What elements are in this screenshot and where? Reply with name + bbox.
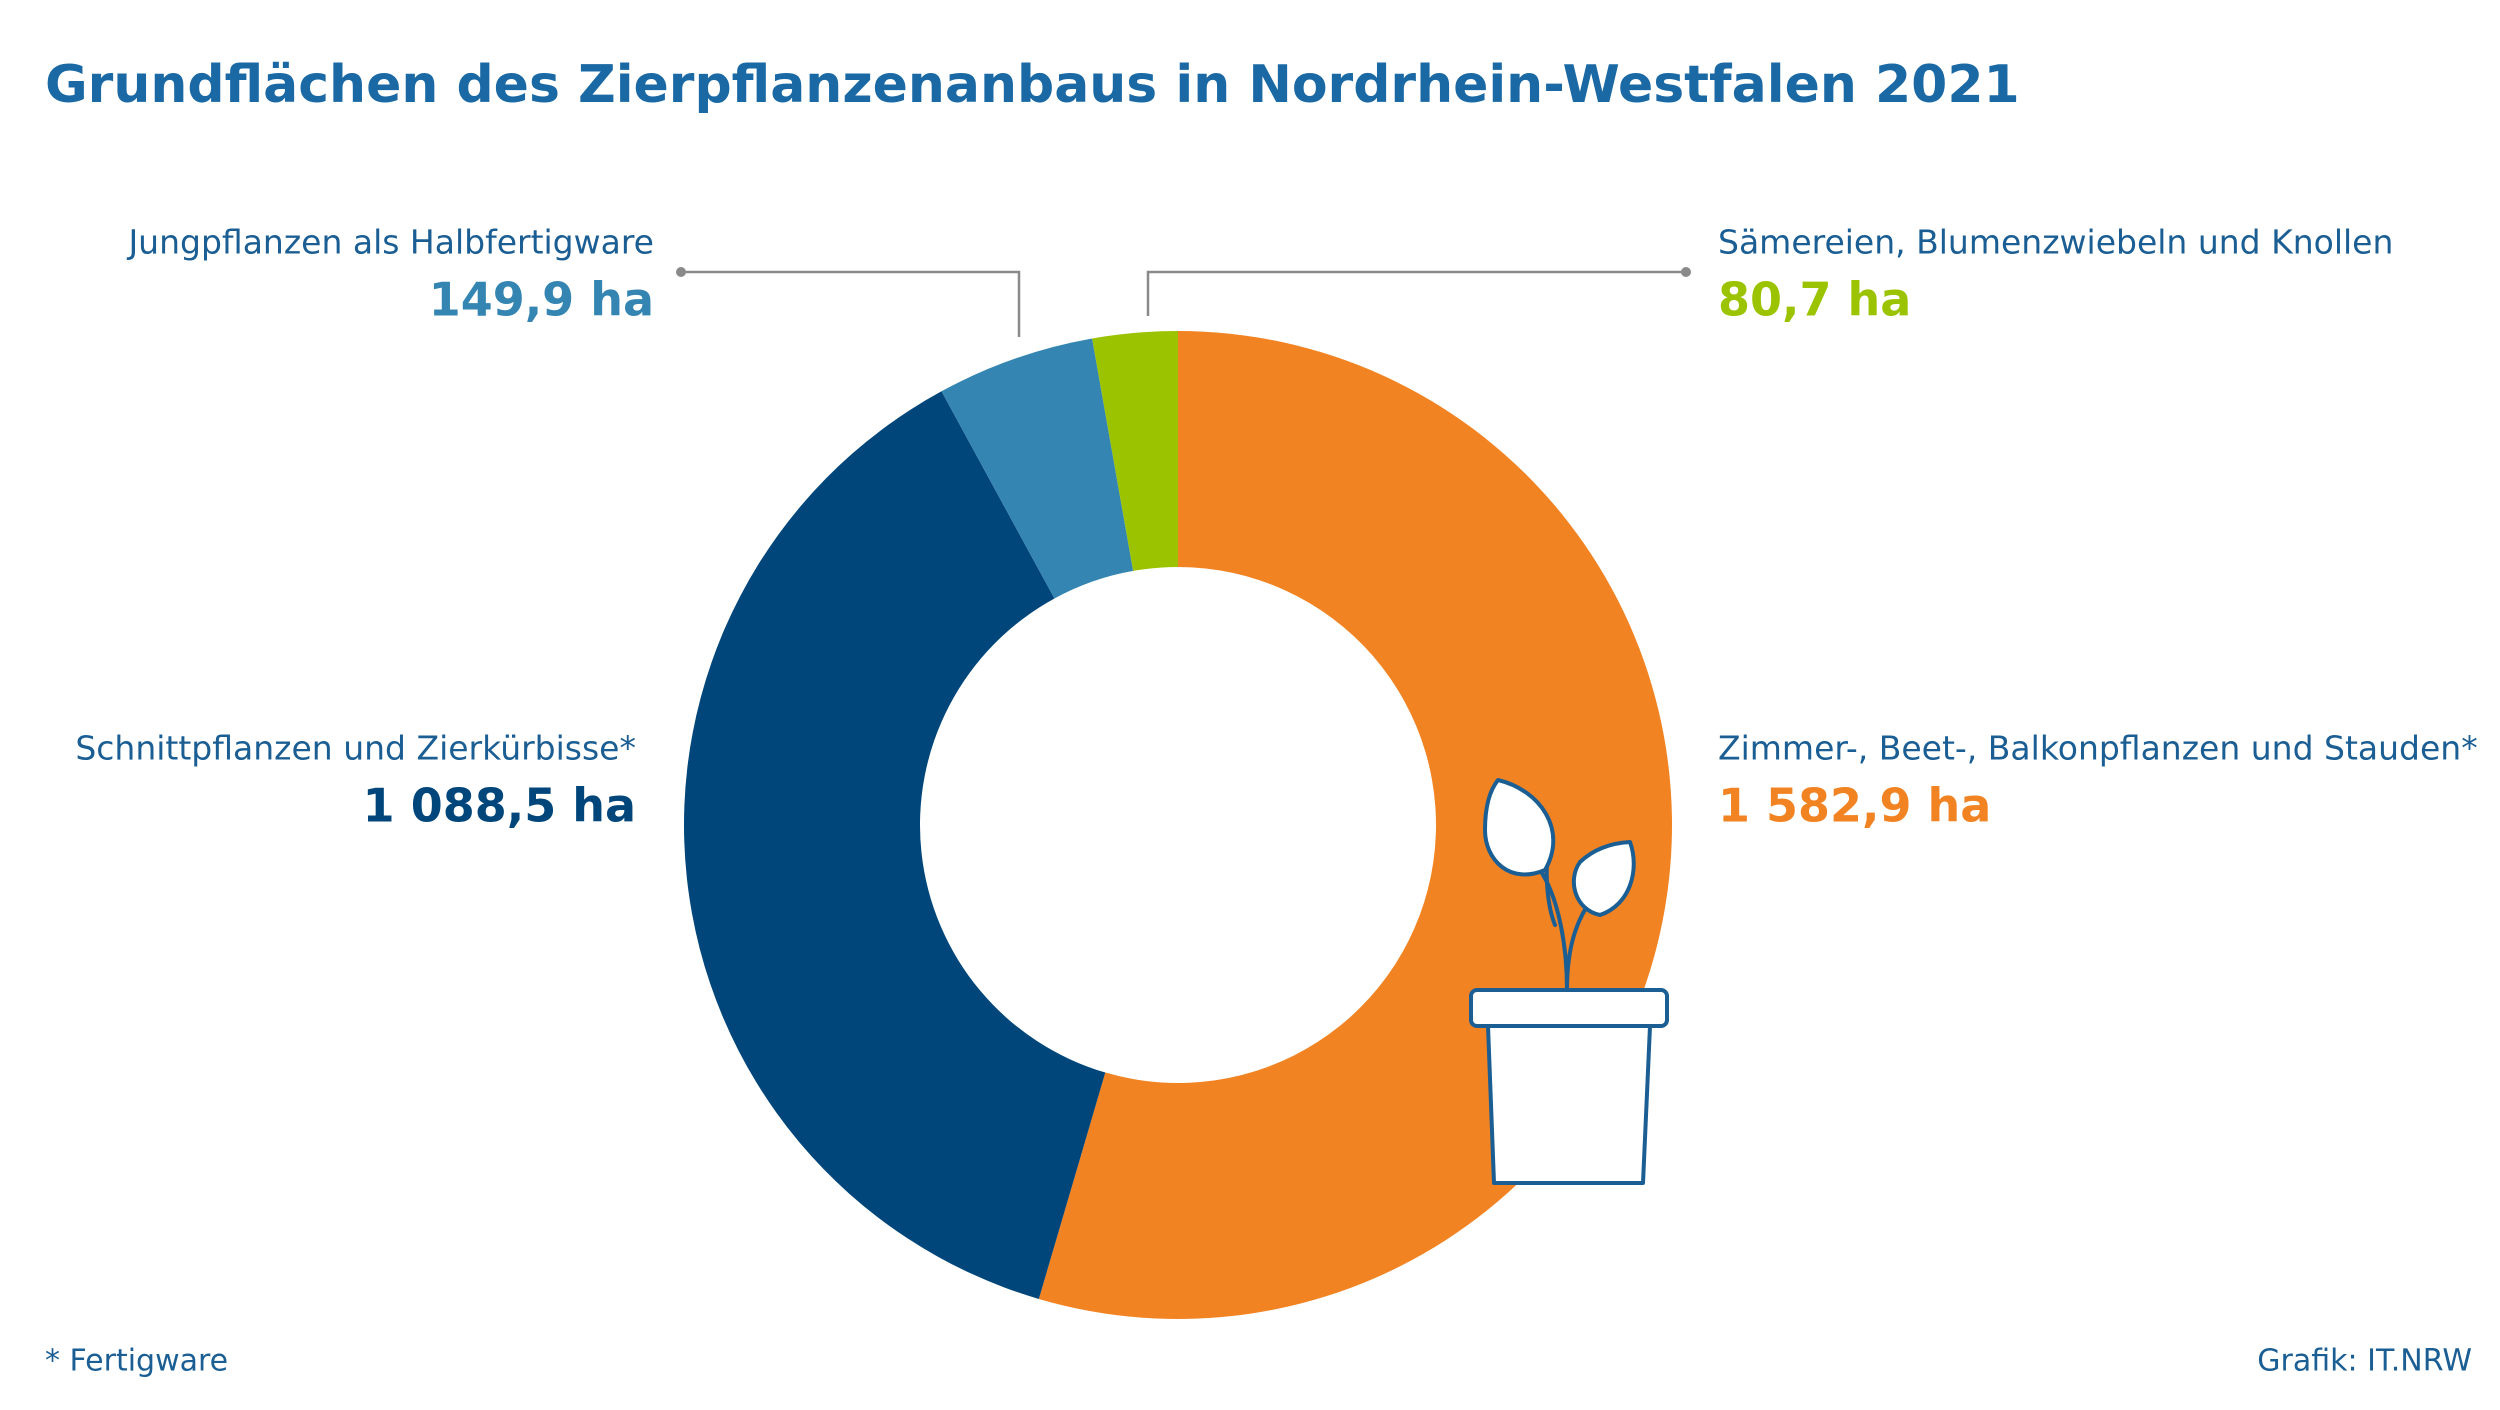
category-label: Jungpflanzen als Halbfertigware	[126, 223, 654, 262]
value-label: 80,7 ha	[1718, 273, 1911, 327]
value-label: 1 088,5 ha	[363, 779, 636, 833]
donut-slice	[683, 391, 1106, 1299]
footnote: * Fertigware	[45, 1344, 228, 1379]
category-label: Zimmer-, Beet-, Balkonpflanzen und Staud…	[1718, 729, 2478, 768]
donut-slice	[941, 338, 1134, 599]
leader-line	[1146, 270, 1686, 316]
value-label: 1 582,9 ha	[1718, 779, 1991, 833]
source: Grafik: IT.NRW	[2257, 1344, 2472, 1379]
labels: Zimmer-, Beet-, Balkonpflanzen und Staud…	[75, 223, 2477, 833]
category-label: Schnittpflanzen und Zierkürbisse*	[75, 729, 636, 768]
leader-line	[681, 270, 1021, 337]
leader-dot	[676, 267, 686, 277]
leader-lines	[681, 270, 1686, 337]
plant-icon	[1469, 778, 1669, 1185]
value-label: 149,9 ha	[429, 273, 654, 327]
donut-slice	[1092, 331, 1178, 571]
category-label: Sämereien, Blumenzwiebeln und Knollen	[1718, 223, 2393, 262]
leader-dot	[1681, 267, 1691, 277]
chart-title: Grundflächen des Zierpflanzenanbaus in N…	[45, 55, 2020, 115]
